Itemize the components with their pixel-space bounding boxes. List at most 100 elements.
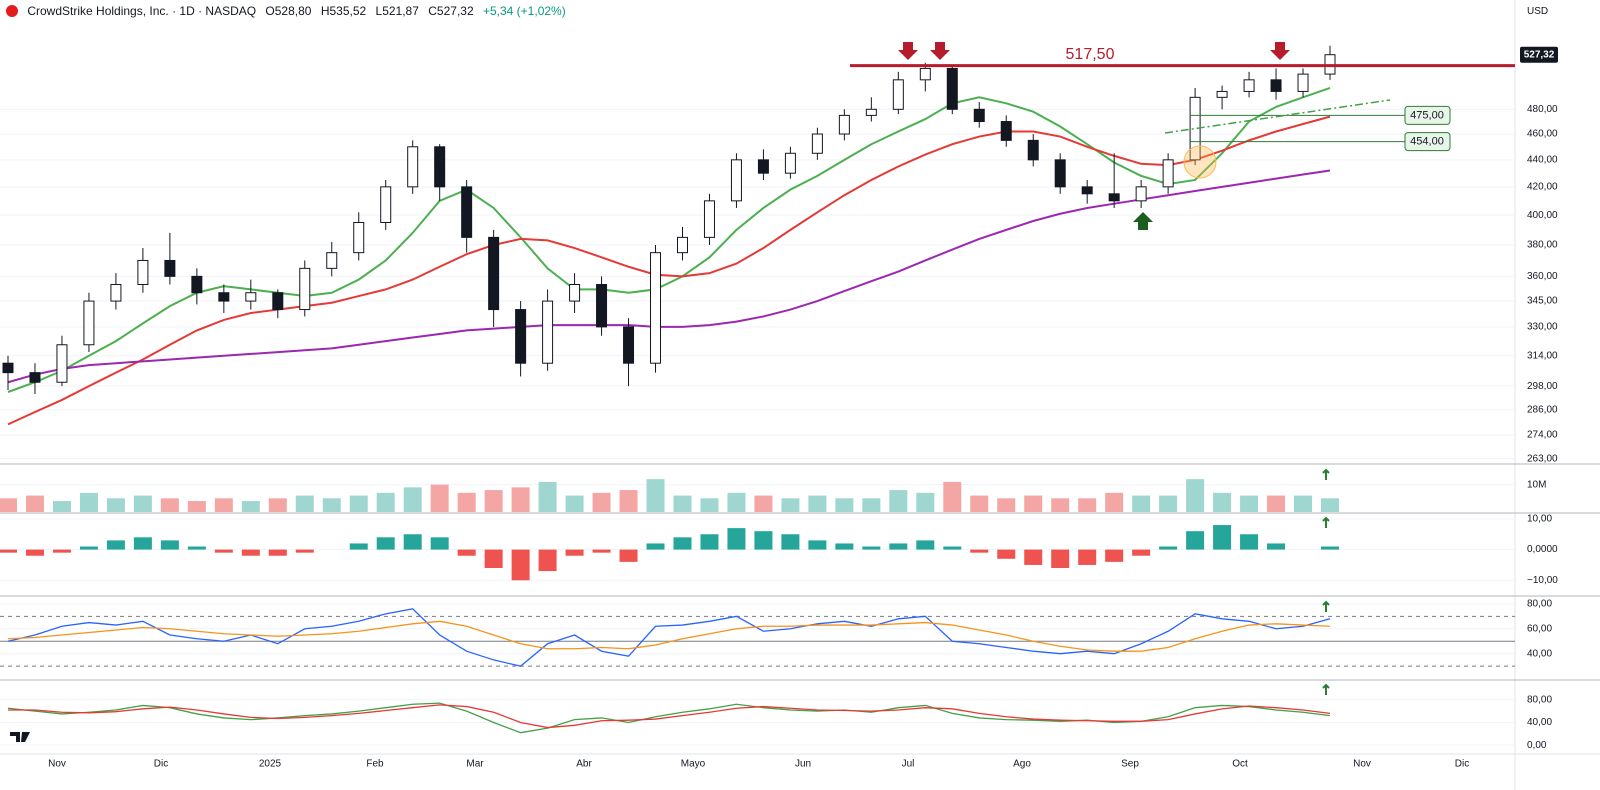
histogram-bar	[484, 490, 503, 512]
x-tick-label: Nov	[48, 759, 66, 770]
histogram-bar	[0, 549, 17, 553]
histogram-bar	[1213, 492, 1232, 512]
histogram-bar	[1132, 495, 1151, 512]
symbol-title[interactable]: CrowdStrike Holdings, Inc. · 1D · NASDAQ	[27, 4, 257, 18]
y-tick-label: 480,00	[1527, 104, 1558, 115]
y-tick-label: 380,00	[1527, 240, 1558, 251]
histogram-bar	[943, 546, 962, 550]
histogram-bar	[349, 495, 368, 512]
y-tick-label: 0,0000	[1527, 544, 1558, 555]
x-tick-label: Nov	[1353, 759, 1371, 770]
candle-body	[137, 259, 149, 285]
histogram-bar	[1267, 495, 1286, 512]
histogram-bar	[214, 549, 233, 553]
signal-arrow	[1322, 683, 1330, 695]
histogram-bar	[673, 537, 692, 550]
histogram-bar	[1321, 498, 1339, 512]
y-tick-label: 10,00	[1527, 514, 1552, 525]
tv-logo	[10, 732, 30, 742]
histogram-bar	[1024, 549, 1043, 565]
histogram-bar	[322, 498, 341, 512]
histogram-bar	[1159, 495, 1178, 512]
candle-body	[110, 283, 122, 302]
y-tick-label: 274,00	[1527, 430, 1558, 441]
candle-body	[1054, 159, 1066, 188]
histogram-bar	[1024, 495, 1043, 512]
ohlc-open: O528,80	[265, 4, 312, 18]
histogram-bar	[106, 540, 125, 550]
candle-body	[676, 236, 688, 254]
histogram-bar	[1159, 546, 1178, 550]
candle-body	[650, 252, 662, 364]
sell-arrow	[930, 42, 950, 60]
moving-average	[7, 115, 1331, 426]
histogram-bar	[79, 492, 98, 512]
x-tick-label: Jul	[902, 759, 915, 770]
histogram-bar	[241, 501, 260, 512]
candle-body	[1081, 186, 1093, 195]
candle-body	[461, 186, 473, 238]
histogram-bar	[133, 495, 152, 512]
histogram-bar	[0, 498, 17, 512]
candle-body	[434, 146, 446, 188]
candle-body	[164, 259, 176, 277]
buy-arrow	[1133, 212, 1153, 230]
candle-body	[865, 108, 877, 116]
candle-body	[2, 362, 14, 374]
candle-body	[1108, 193, 1120, 202]
histogram-bar	[592, 492, 611, 512]
currency[interactable]: USD	[1527, 6, 1549, 17]
x-tick-label: Ago	[1013, 759, 1031, 770]
histogram-bar	[268, 549, 287, 556]
histogram-bar	[1051, 549, 1070, 568]
y-tick-label: 60,00	[1527, 623, 1552, 634]
histogram-bar	[457, 492, 476, 512]
histogram-bar	[25, 495, 44, 512]
y-tick-label: 263,00	[1527, 453, 1558, 464]
histogram-bar	[52, 501, 71, 512]
y-tick-label: 440,00	[1527, 154, 1558, 165]
candle-body	[730, 159, 742, 202]
histogram-bar	[268, 498, 287, 512]
last-price-badge	[1520, 46, 1558, 63]
histogram-bar	[430, 537, 449, 550]
histogram-bar	[1294, 495, 1313, 512]
candle-body	[569, 283, 581, 302]
histogram-bar	[835, 498, 854, 512]
histogram-bar	[592, 549, 611, 553]
histogram-bar	[970, 495, 989, 512]
histogram-bar	[727, 492, 746, 512]
histogram-bar	[565, 495, 584, 512]
candle-body	[407, 146, 419, 188]
y-tick-label: 40,00	[1527, 717, 1552, 728]
change: +5,34 (+1,02%)	[482, 4, 566, 18]
y-tick-label: 10M	[1527, 479, 1546, 490]
histogram-bar	[1267, 543, 1286, 550]
y-tick-label: 286,00	[1527, 405, 1558, 416]
candle-body	[56, 344, 68, 383]
candle-body	[596, 283, 608, 328]
histogram-bar	[241, 549, 260, 556]
ohlc-high: H535,52	[320, 4, 367, 18]
ohlc-close: C527,32	[428, 4, 474, 18]
histogram-bar	[349, 543, 368, 550]
candle-body	[703, 200, 715, 238]
x-tick-label: Mar	[466, 759, 484, 770]
histogram-bar	[808, 495, 827, 512]
trendline	[1164, 99, 1391, 134]
ohlc-low: L521,87	[375, 4, 419, 18]
histogram-bar	[916, 540, 935, 550]
signal-arrow	[1322, 516, 1330, 528]
histogram-bar	[1105, 549, 1124, 562]
histogram-bar	[376, 492, 395, 512]
candle-body	[245, 292, 257, 302]
candle-body	[218, 292, 230, 302]
histogram-bar	[160, 540, 179, 550]
histogram-bar	[484, 549, 503, 568]
histogram-bar	[889, 490, 908, 512]
y-tick-label: 80,00	[1527, 694, 1552, 705]
histogram-bar	[808, 540, 827, 550]
histogram-bar	[1105, 492, 1124, 512]
candle-body	[1135, 186, 1147, 202]
highlight	[1183, 145, 1217, 179]
